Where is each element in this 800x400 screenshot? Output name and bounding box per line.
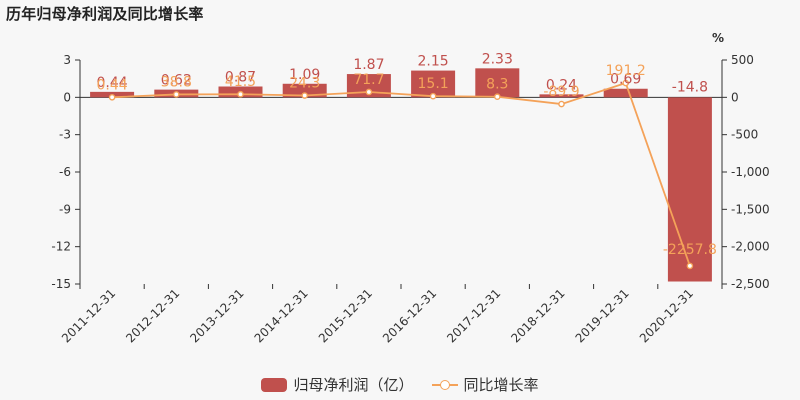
legend-item-net-profit[interactable]: 归母净利润（亿） xyxy=(261,374,414,395)
bar-net-profit xyxy=(282,83,327,98)
growth-line xyxy=(108,79,694,270)
legend-label-growth-rate: 同比增长率 xyxy=(463,376,539,394)
bar-value-label: 1.87 xyxy=(353,57,384,73)
growth-rate-point xyxy=(172,91,180,98)
left-tick-label: -15 xyxy=(51,277,71,291)
growth-value-label: 38.8 xyxy=(161,74,192,90)
right-tick-label: -1,000 xyxy=(731,165,770,179)
data-labels: 0.44 0.62 0.87 1.09 1.87 2.15 2.33 0.24 0.69 -14.… xyxy=(97,51,717,258)
bar-value-label: 0.62 xyxy=(161,73,192,89)
bar-value-label: 2.33 xyxy=(482,51,513,67)
bar-net-profit xyxy=(475,68,520,98)
growth-rate-line xyxy=(112,81,691,267)
left-tick-label: -6 xyxy=(59,165,71,179)
growth-value-label: 191.2 xyxy=(606,63,646,79)
growth-rate-point xyxy=(622,79,630,87)
growth-rate-point xyxy=(237,90,244,98)
legend-line-swatch-icon xyxy=(431,378,458,392)
left-tick-label: 3 xyxy=(63,53,71,67)
bar-net-profit xyxy=(667,97,712,282)
growth-value-label: -2257.8 xyxy=(663,242,717,258)
growth-rate-point xyxy=(558,100,565,108)
x-tick-label: 2012-12-31 xyxy=(123,286,182,345)
left-tick-label: -3 xyxy=(59,128,71,142)
growth-rate-point xyxy=(108,94,116,101)
left-tick-label: -12 xyxy=(51,240,71,254)
growth-value-label: 15.1 xyxy=(418,76,449,92)
right-tick-label: 500 xyxy=(731,53,754,67)
bar-net-profit xyxy=(539,94,584,98)
x-tick-label: 2019-12-31 xyxy=(573,286,632,345)
bar-value-label: 1.09 xyxy=(289,67,320,83)
bar-net-profit xyxy=(411,70,456,98)
growth-rate-point xyxy=(429,92,437,100)
legend-label-net-profit: 归母净利润（亿） xyxy=(293,376,414,394)
legend: 归母净利润（亿） 同比增长率 xyxy=(0,374,800,395)
right-tick-label: -1,500 xyxy=(731,202,770,216)
growth-value-label: 8.3 xyxy=(486,77,508,93)
growth-value-label: 41.5 xyxy=(225,74,256,90)
right-tick-label: -2,000 xyxy=(731,240,770,254)
bar-net-profit xyxy=(346,74,391,98)
bar-value-label: 2.15 xyxy=(418,54,449,70)
growth-rate-point xyxy=(493,93,501,101)
bar-value-label: -14.8 xyxy=(672,79,708,95)
legend-bar-swatch-icon xyxy=(261,377,288,392)
growth-rate-point xyxy=(365,88,373,96)
page-title: 历年归母净利润及同比增长率 xyxy=(6,5,204,23)
x-tick-label: 2015-12-31 xyxy=(316,286,375,345)
x-tick-label: 2014-12-31 xyxy=(252,286,311,345)
x-tick-label: 2016-12-31 xyxy=(380,286,439,345)
bar-value-label: 0.69 xyxy=(610,72,641,88)
x-tick-label: 2011-12-31 xyxy=(59,286,118,345)
growth-value-label: 71.7 xyxy=(353,72,384,88)
legend-item-growth-rate[interactable]: 同比增长率 xyxy=(431,374,539,395)
x-tick-label: 2017-12-31 xyxy=(444,286,503,345)
right-axis-unit: % xyxy=(712,31,725,45)
bar-value-label: 0.87 xyxy=(225,70,256,86)
growth-value-label: 0.44 xyxy=(97,77,128,93)
left-tick-label: -9 xyxy=(59,202,71,216)
growth-rate-point xyxy=(686,262,694,270)
left-tick-label: 0 xyxy=(63,90,71,104)
x-tick-label: 2013-12-31 xyxy=(187,286,246,345)
growth-value-label: 24.3 xyxy=(289,76,320,92)
bars xyxy=(90,68,712,282)
growth-value-label: -89.9 xyxy=(543,84,579,100)
x-tick-label: 2018-12-31 xyxy=(508,286,567,345)
right-tick-label: 0 xyxy=(731,90,739,104)
x-tick-label: 2020-12-31 xyxy=(637,286,696,345)
bar-value-label: 0.24 xyxy=(546,77,577,93)
bar-value-label: 0.44 xyxy=(97,75,128,91)
bar-net-profit xyxy=(603,88,648,98)
right-tick-label: -500 xyxy=(731,128,758,142)
growth-rate-point xyxy=(301,92,309,99)
right-tick-label: -2,500 xyxy=(731,277,770,291)
